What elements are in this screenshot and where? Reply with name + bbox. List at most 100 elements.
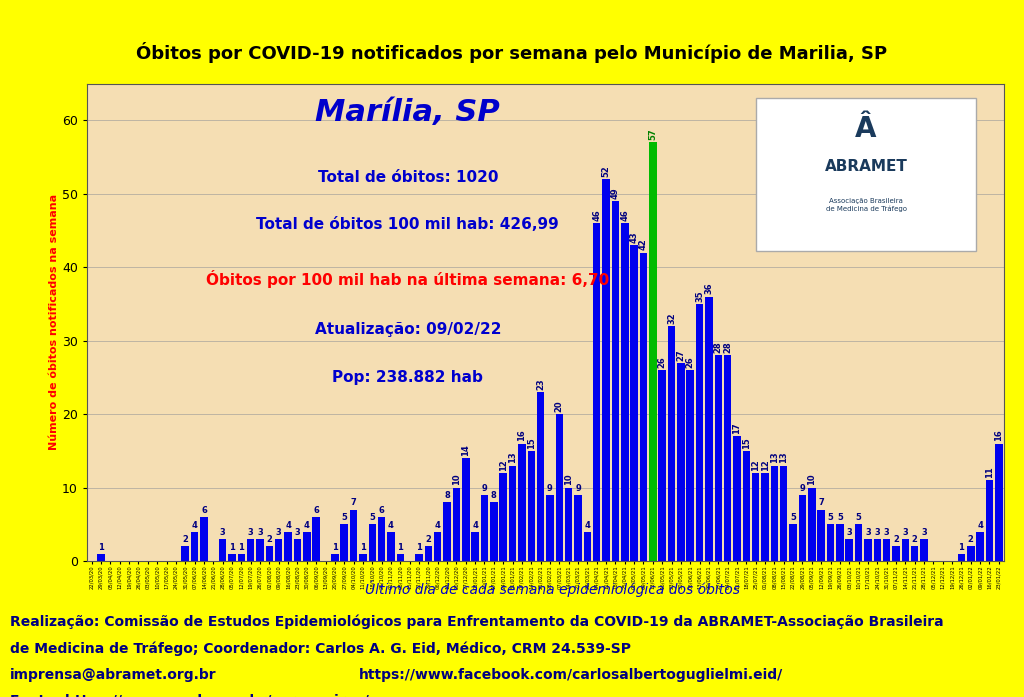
Bar xyxy=(631,245,638,561)
Bar xyxy=(378,517,385,561)
Bar xyxy=(471,532,479,561)
Text: 4: 4 xyxy=(472,521,478,530)
Bar xyxy=(921,539,928,561)
Text: 3: 3 xyxy=(884,528,890,537)
Bar xyxy=(434,532,441,561)
Text: 42: 42 xyxy=(639,238,648,250)
Text: 10: 10 xyxy=(564,474,573,485)
Bar xyxy=(285,532,292,561)
Text: 2: 2 xyxy=(893,535,899,544)
Text: 4: 4 xyxy=(388,521,394,530)
Bar xyxy=(303,532,310,561)
Text: 36: 36 xyxy=(705,283,714,294)
Text: 13: 13 xyxy=(779,452,788,464)
Bar xyxy=(275,539,283,561)
Text: 9: 9 xyxy=(481,484,487,493)
Text: 26: 26 xyxy=(657,356,667,368)
Bar xyxy=(957,553,966,561)
Bar xyxy=(686,370,694,561)
Text: Óbitos por 100 mil hab na última semana: 6,70: Óbitos por 100 mil hab na última semana:… xyxy=(206,270,609,288)
Text: 15: 15 xyxy=(741,437,751,449)
Bar xyxy=(556,414,563,561)
Bar xyxy=(238,553,245,561)
Bar xyxy=(640,252,647,561)
Bar xyxy=(892,546,900,561)
Text: 2: 2 xyxy=(266,535,272,544)
Text: 8: 8 xyxy=(444,491,450,500)
Text: Total de óbitos: 1020: Total de óbitos: 1020 xyxy=(317,169,498,185)
Bar xyxy=(901,539,909,561)
Text: 6: 6 xyxy=(201,506,207,515)
Text: 9: 9 xyxy=(547,484,553,493)
Bar xyxy=(443,503,451,561)
Bar xyxy=(883,539,890,561)
Bar xyxy=(696,304,703,561)
Bar xyxy=(480,495,488,561)
Bar xyxy=(97,553,104,561)
Text: 43: 43 xyxy=(630,231,639,243)
Text: Óbitos por COVID-19 notificados por semana pelo Município de Marilia, SP: Óbitos por COVID-19 notificados por sema… xyxy=(136,42,888,63)
Text: 28: 28 xyxy=(714,342,723,353)
Bar xyxy=(219,539,226,561)
Bar xyxy=(808,488,815,561)
Bar xyxy=(518,443,525,561)
Bar xyxy=(396,553,404,561)
Text: 3: 3 xyxy=(257,528,263,537)
Text: 4: 4 xyxy=(304,521,309,530)
Text: 2: 2 xyxy=(425,535,431,544)
Bar xyxy=(621,223,629,561)
Text: 3: 3 xyxy=(902,528,908,537)
Text: 3: 3 xyxy=(275,528,282,537)
Text: 13: 13 xyxy=(508,452,517,464)
Text: 4: 4 xyxy=(191,521,198,530)
Text: 4: 4 xyxy=(285,521,291,530)
Text: Marília, SP: Marília, SP xyxy=(315,98,500,127)
Text: Atualização: 09/02/22: Atualização: 09/02/22 xyxy=(314,322,501,337)
Text: 3: 3 xyxy=(865,528,870,537)
Text: 5: 5 xyxy=(856,513,861,522)
Text: 1: 1 xyxy=(239,542,245,551)
Bar xyxy=(733,436,740,561)
Bar xyxy=(340,524,348,561)
Text: 35: 35 xyxy=(695,290,705,302)
Text: 4: 4 xyxy=(585,521,590,530)
Text: 10: 10 xyxy=(452,474,461,485)
Bar xyxy=(565,488,572,561)
Bar xyxy=(668,326,675,561)
Text: de Medicina de Tráfego; Coordenador: Carlos A. G. Eid, Médico, CRM 24.539-SP: de Medicina de Tráfego; Coordenador: Car… xyxy=(10,641,631,656)
Text: 4: 4 xyxy=(435,521,440,530)
Bar xyxy=(995,443,1002,561)
Bar xyxy=(509,466,516,561)
Text: 20: 20 xyxy=(555,400,564,412)
Text: 1: 1 xyxy=(229,542,234,551)
Bar xyxy=(416,553,423,561)
Text: 13: 13 xyxy=(770,452,779,464)
Bar xyxy=(181,546,189,561)
Bar xyxy=(846,539,853,561)
Text: 5: 5 xyxy=(341,513,347,522)
Bar xyxy=(247,539,254,561)
Text: 9: 9 xyxy=(800,484,805,493)
Bar xyxy=(294,539,301,561)
Text: Pop: 238.882 hab: Pop: 238.882 hab xyxy=(333,370,483,385)
Bar xyxy=(584,532,591,561)
FancyBboxPatch shape xyxy=(756,98,976,251)
Text: 1: 1 xyxy=(360,542,366,551)
Bar xyxy=(715,355,722,561)
Bar xyxy=(677,362,685,561)
Text: 6: 6 xyxy=(379,506,385,515)
Bar xyxy=(761,473,769,561)
Bar xyxy=(537,392,545,561)
Text: 3: 3 xyxy=(847,528,852,537)
Text: ABRAMET: ABRAMET xyxy=(824,159,907,174)
Text: 12: 12 xyxy=(761,459,770,470)
Bar xyxy=(500,473,507,561)
Text: 3: 3 xyxy=(220,528,225,537)
Bar xyxy=(462,458,470,561)
Text: 1: 1 xyxy=(98,542,104,551)
Bar xyxy=(752,473,760,561)
Text: 4: 4 xyxy=(977,521,983,530)
Text: 46: 46 xyxy=(592,209,601,221)
Text: 7: 7 xyxy=(350,498,356,507)
Bar xyxy=(864,539,871,561)
